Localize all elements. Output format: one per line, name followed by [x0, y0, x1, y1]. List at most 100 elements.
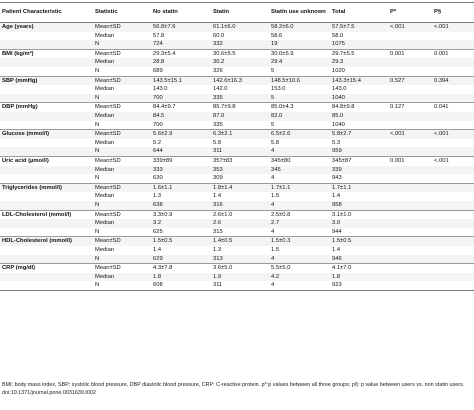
table-cell: 1.9 [211, 272, 269, 282]
table-cell: 5.5±5.0 [269, 263, 330, 273]
table-cell: 142.6±16.3 [211, 75, 269, 86]
table-cell: 2.7 [269, 219, 330, 228]
table-cell: 19 [269, 40, 330, 50]
table-cell: 3.3±0.9 [151, 209, 211, 220]
row-variable-cell [0, 120, 93, 130]
doi-link[interactable]: doi:10.1371/journal.pone.0031639.t002 [2, 389, 96, 396]
table-cell: 4 [269, 254, 330, 264]
table-cell [432, 67, 474, 77]
column-header: P* [388, 2, 432, 23]
table-cell: 345±80 [269, 155, 330, 166]
table-cell: 30.6±5.5 [211, 48, 269, 59]
table-cell: N [93, 67, 151, 77]
table-cell [432, 40, 474, 50]
table-cell [432, 236, 474, 246]
table-cell: 326 [211, 67, 269, 77]
row-variable-cell [0, 219, 93, 228]
column-header: Patient Characteristic [0, 2, 93, 23]
table-cell: 4.2 [269, 272, 330, 282]
table-cell: 2.6 [211, 219, 269, 228]
table-cell: 1040 [330, 120, 388, 130]
table-cell: 1.4 [211, 192, 269, 201]
table-cell [388, 263, 432, 273]
table-cell [432, 272, 474, 282]
table-cell: N [93, 174, 151, 184]
table-cell: 1.4 [330, 192, 388, 201]
row-variable-cell [0, 85, 93, 94]
table-row: N 630 309 4 943 [0, 174, 474, 184]
table-cell: 60.0 [211, 31, 269, 41]
table-row: Median 333 353 345 339 [0, 165, 474, 175]
column-header: P§ [432, 2, 474, 23]
table-cell [388, 254, 432, 264]
table-cell: 61.1±6.0 [211, 22, 269, 32]
table-cell: 29.3±5.4 [151, 48, 211, 59]
row-variable-cell [0, 245, 93, 255]
table-cell [388, 182, 432, 193]
table-row: N 644 311 4 959 [0, 147, 474, 157]
table-cell: 0.527 [388, 75, 432, 86]
table-cell: 56.8±7.6 [151, 22, 211, 32]
table-cell: 629 [151, 254, 211, 264]
table-cell: Median [93, 31, 151, 41]
table-cell: 4 [269, 200, 330, 211]
table-cell: <.001 [388, 22, 432, 32]
table-row: Median 84.5 87.0 82.0 85.0 [0, 111, 474, 121]
table-cell: 57.5±7.5 [330, 22, 388, 32]
table-cell [432, 245, 474, 255]
table-cell [432, 58, 474, 67]
table-cell: 1.7±1.1 [269, 182, 330, 193]
table-cell [432, 174, 474, 184]
table-cell [388, 174, 432, 184]
row-variable-cell: LDL-Cholesterol (mmol/l) [0, 209, 93, 220]
table-cell: 30.2 [211, 58, 269, 67]
table-cell [388, 165, 432, 175]
table-cell: 0.001 [388, 155, 432, 166]
table-cell: 6.5±2.6 [269, 129, 330, 139]
table-row: N 638 316 4 958 [0, 200, 474, 211]
table-cell [432, 85, 474, 94]
table-cell [388, 209, 432, 220]
table-cell: 0.001 [432, 48, 474, 59]
table-cell: 315 [211, 227, 269, 237]
patient-characteristics-table: Patient Characteristic Statistic No stat… [0, 2, 474, 291]
table-cell: 5.3 [330, 138, 388, 148]
table-cell: 143.5±15.1 [151, 75, 211, 86]
table-cell: 85.0 [330, 111, 388, 121]
table-cell [388, 281, 432, 291]
table-row: Glucose (mmol/l) Mean±SD 5.6±2.9 6.3±2.1 6.5… [0, 129, 474, 139]
table-cell: 143.0 [330, 85, 388, 94]
table-cell: 4 [269, 281, 330, 291]
table-cell [388, 245, 432, 255]
table-cell: 353 [211, 165, 269, 175]
table-cell [388, 236, 432, 246]
table-cell: 1.8 [330, 272, 388, 282]
table-cell: 58.6 [269, 31, 330, 41]
table-cell: 1.7±1.1 [330, 182, 388, 193]
table-cell: 5 [269, 93, 330, 103]
table-cell: 313 [211, 254, 269, 264]
table-cell [388, 93, 432, 103]
row-variable-cell [0, 138, 93, 148]
table-cell: Mean±SD [93, 48, 151, 59]
table-cell: Median [93, 165, 151, 175]
table-cell [432, 281, 474, 291]
table-cell: 959 [330, 147, 388, 157]
table-cell: 148.5±10.6 [269, 75, 330, 86]
table-cell: 29.3 [330, 58, 388, 67]
table-cell: 923 [330, 281, 388, 291]
table-row: Uric acid (µmol/l) Mean±SD 339±89 357±83 345… [0, 155, 474, 166]
table-cell: 630 [151, 174, 211, 184]
table-cell [432, 182, 474, 193]
table-cell: 0.394 [432, 75, 474, 86]
table-cell: N [93, 227, 151, 237]
table-cell: 1.4 [151, 245, 211, 255]
table-cell: 1.4±0.5 [211, 236, 269, 246]
table-cell: 638 [151, 200, 211, 211]
table-cell: 1.4 [330, 245, 388, 255]
table-cell: 4 [269, 147, 330, 157]
table-cell: Mean±SD [93, 182, 151, 193]
table-cell: 0.041 [432, 102, 474, 112]
table-cell [432, 111, 474, 121]
